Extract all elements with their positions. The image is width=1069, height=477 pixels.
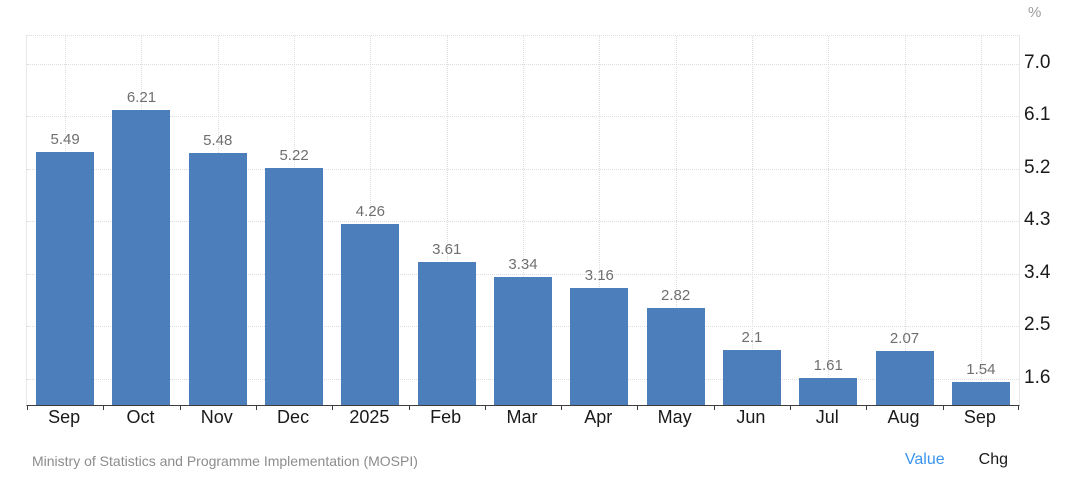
x-axis-labels: Sep Oct Nov Dec 2025 Feb Mar Apr May Jun Jul Aug Sep [26, 407, 1018, 433]
bar-value-label: 2.82 [661, 286, 691, 304]
gridline-vertical [980, 36, 982, 405]
bar-mar[interactable] [494, 277, 552, 405]
bar-feb[interactable] [417, 261, 476, 405]
bar-value-label: 3.61 [432, 240, 462, 258]
y-axis-tick-label: 2.5 [1024, 314, 1051, 336]
series-toggle-group: Value Chg [905, 451, 1008, 469]
x-axis-label-sep: Sep [48, 407, 81, 427]
toggle-value[interactable]: Value [904, 451, 945, 468]
bar-apr[interactable] [570, 287, 629, 405]
x-axis-label-dec: Dec [277, 407, 310, 427]
gridline-vertical [675, 36, 677, 405]
x-axis-tick [408, 405, 410, 410]
gridline-vertical [370, 36, 372, 405]
y-axis-tick-label: 6.1 [1024, 104, 1051, 126]
x-axis-tick [866, 405, 868, 410]
x-axis-label-sep: Sep [963, 407, 996, 427]
x-axis-label-jun: Jun [736, 407, 766, 427]
bar-sep[interactable] [951, 382, 1010, 405]
x-axis-tick [179, 405, 181, 410]
gridline-vertical [446, 36, 448, 405]
x-axis-label-mar: Mar [506, 407, 538, 427]
plot-area: 5.49 6.21 5.48 5.22 4.26 3.61 3.34 3.16 2.82 2.1 1… [26, 35, 1020, 410]
x-axis-label-jul: Jul [815, 407, 839, 427]
gridline-vertical [828, 36, 830, 405]
bar-value-label: 3.16 [584, 266, 614, 284]
x-axis-tick [561, 405, 563, 410]
y-axis-tick-label: 4.3 [1024, 209, 1051, 231]
x-axis-label-may: May [657, 407, 692, 427]
bar-value-label: 3.34 [508, 256, 538, 274]
bar-value-label: 2.1 [741, 328, 763, 346]
x-axis-tick [1018, 405, 1019, 410]
bar-jul[interactable] [799, 378, 858, 405]
gridline-vertical [523, 36, 524, 405]
bar-value-label: 1.54 [966, 361, 996, 379]
bar-nov[interactable] [188, 152, 247, 405]
bar-dec[interactable] [265, 167, 324, 405]
x-axis-tick [713, 405, 715, 410]
y-axis-labels: 7.0 6.1 5.2 4.3 3.4 2.5 1.6 [1024, 35, 1068, 404]
bar-may[interactable] [646, 307, 705, 405]
y-axis-tick-label: 1.6 [1024, 366, 1051, 388]
x-axis-tick [255, 405, 257, 410]
bar-sep[interactable] [36, 152, 95, 405]
y-axis-tick-label: 3.4 [1024, 261, 1051, 283]
x-axis-tick [942, 405, 944, 410]
x-axis-tick [637, 405, 639, 410]
x-axis-tick [484, 405, 486, 410]
gridline-vertical [751, 36, 753, 405]
x-axis-label-2025: 2025 [349, 407, 390, 427]
bar-value-label: 6.21 [126, 89, 157, 107]
x-axis-label-apr: Apr [584, 407, 613, 427]
bar-value-label: 5.48 [203, 131, 233, 149]
x-axis-tick [790, 405, 792, 410]
bar-value-label: 4.26 [355, 202, 385, 220]
x-axis-label-nov: Nov [200, 407, 233, 427]
source-link[interactable]: Ministry of Statistics and Programme Imp… [32, 453, 418, 469]
bar-value-label: 1.61 [813, 357, 843, 375]
y-axis-tick-label: 5.2 [1024, 156, 1051, 178]
y-axis-unit-label: % [1028, 4, 1042, 21]
x-axis-tick [103, 405, 105, 410]
x-axis-label-oct: Oct [126, 407, 155, 427]
x-axis-label-aug: Aug [887, 407, 920, 427]
x-axis-label-feb: Feb [430, 407, 462, 427]
x-axis-tick [332, 405, 334, 410]
toggle-chg[interactable]: Chg [978, 451, 1008, 468]
bar-jun[interactable] [722, 349, 781, 405]
y-axis-tick-label: 7.0 [1024, 51, 1051, 73]
bar-oct[interactable] [112, 110, 171, 405]
bar-value-label: 5.22 [279, 146, 309, 164]
bar-2025[interactable] [341, 223, 400, 405]
bar-aug[interactable] [875, 351, 934, 405]
gridline-vertical [904, 36, 906, 405]
gridline-vertical [599, 36, 601, 405]
bar-value-label: 2.07 [889, 330, 920, 348]
bar-value-label: 5.49 [50, 131, 80, 148]
x-axis-tick [27, 405, 28, 410]
